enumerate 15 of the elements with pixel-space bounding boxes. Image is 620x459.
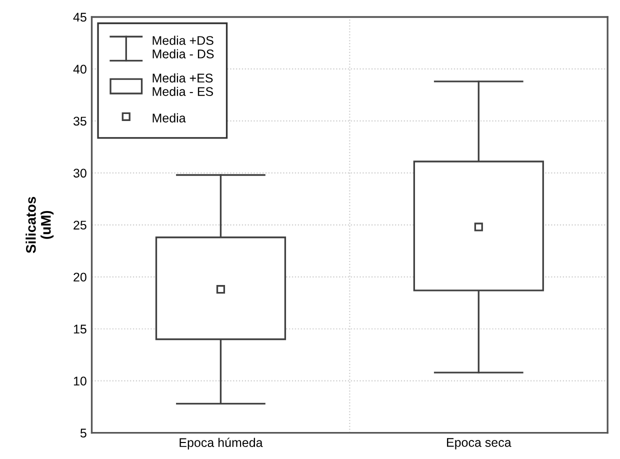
legend-label: Media <box>152 113 186 122</box>
y-tick-label: 5 <box>80 428 86 438</box>
y-tick-label: 25 <box>74 220 86 230</box>
y-tick-label: 30 <box>73 168 86 178</box>
annotation: Media +ES Media - ES <box>152 73 214 96</box>
y-tick-label: 40 <box>73 64 86 74</box>
y-tick-label: 35 <box>73 116 86 126</box>
y-tick-label: 15 <box>74 324 86 334</box>
x-tick-label: Epoca seca <box>447 438 512 450</box>
y-tick-label: 10 <box>74 376 86 386</box>
y-tick-label: 20 <box>74 272 86 282</box>
y-axis-title: Silicatos (uM) <box>26 196 54 254</box>
legend-label: Media +DS Media - DS <box>152 36 214 58</box>
x-tick-label: Epoca húmeda <box>180 438 263 450</box>
y-tick-label: 45 <box>73 12 86 22</box>
